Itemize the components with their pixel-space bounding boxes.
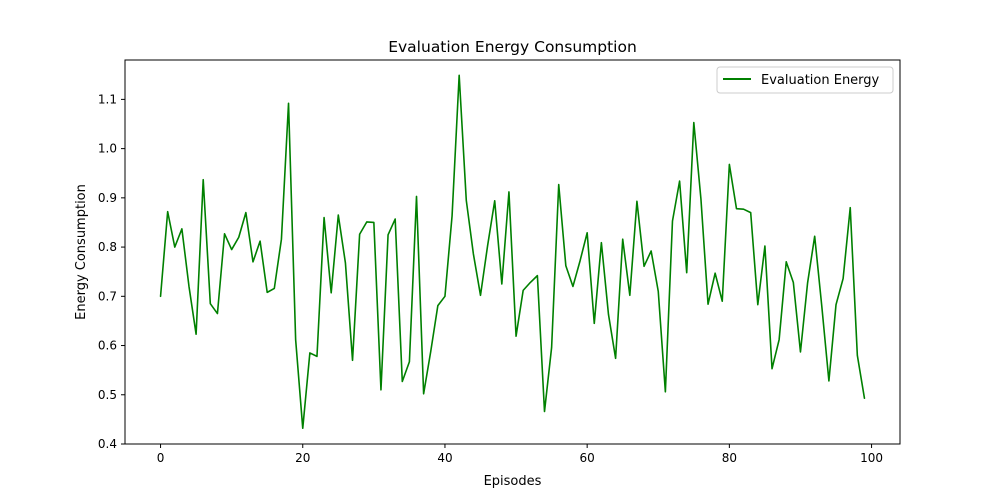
x-tick-label: 100	[860, 451, 883, 465]
x-axis-label: Episodes	[484, 474, 542, 489]
y-tick-label: 0.6	[98, 339, 117, 353]
x-tick-label: 20	[295, 451, 310, 465]
y-tick-label: 0.9	[98, 191, 117, 205]
y-tick-label: 0.4	[98, 437, 117, 451]
x-tick-label: 80	[722, 451, 737, 465]
y-tick-label: 0.5	[98, 388, 117, 402]
legend-label: Evaluation Energy	[761, 73, 880, 88]
y-tick-label: 0.7	[98, 289, 117, 303]
axes-frame	[124, 59, 901, 445]
y-tick-label: 1.0	[98, 142, 117, 156]
x-tick-label: 0	[157, 451, 165, 465]
plot-area	[159, 74, 866, 430]
y-axis-label: Energy Consumption	[74, 184, 89, 320]
chart-title: Evaluation Energy Consumption	[388, 38, 637, 56]
x-tick-label: 60	[580, 451, 595, 465]
series-line-1	[159, 74, 866, 430]
y-tick-label: 0.8	[98, 240, 117, 254]
x-tick-label: 40	[437, 451, 452, 465]
y-tick-label: 1.1	[98, 92, 117, 106]
legend-box	[716, 66, 894, 94]
legend: Evaluation Energy	[716, 66, 894, 94]
axis-ticks: 0 20 40 60 80 100 0.4 0.5 0.6 0.7 0.8 0.9 1.0 1.1	[98, 92, 883, 465]
